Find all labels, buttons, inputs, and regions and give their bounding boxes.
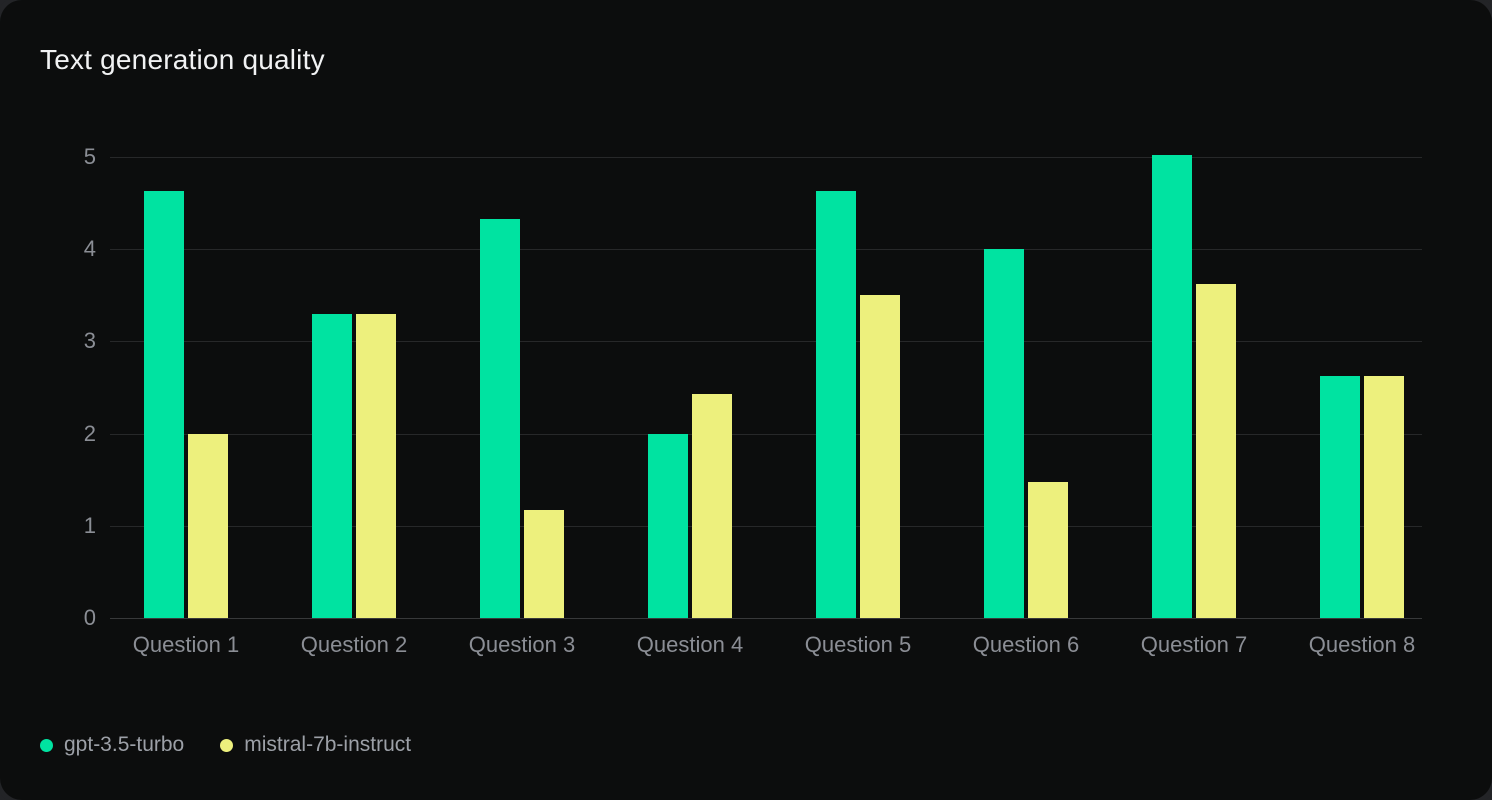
y-tick-label-2: 2 xyxy=(83,420,96,446)
bar-gpt-3.5-turbo-q5 xyxy=(816,191,856,618)
gridline-y3 xyxy=(110,341,1422,343)
x-tick-label-q8: Question 8 xyxy=(1308,632,1416,657)
bar-gpt-3.5-turbo-q4 xyxy=(648,433,688,618)
y-tick-label-3: 3 xyxy=(83,328,96,354)
bar-mistral-7b-instruct-q2 xyxy=(356,313,396,618)
bar-mistral-7b-instruct-q7 xyxy=(1196,284,1236,618)
y-tick-label-0: 0 xyxy=(83,605,96,630)
gridline-y2 xyxy=(110,433,1422,435)
legend-dot-icon xyxy=(40,738,53,752)
chart-legend: gpt-3.5-turbo mistral-7b-instruct xyxy=(40,733,411,757)
bar-gpt-3.5-turbo-q2 xyxy=(312,313,352,618)
legend-label: gpt-3.5-turbo xyxy=(64,733,185,756)
x-tick-label-q7: Question 7 xyxy=(1140,632,1248,657)
legend-label: mistral-7b-instruct xyxy=(244,733,412,756)
bar-mistral-7b-instruct-q3 xyxy=(524,510,564,618)
bar-mistral-7b-instruct-q4 xyxy=(692,393,732,618)
bar-gpt-3.5-turbo-q7 xyxy=(1152,155,1192,618)
x-axis-line xyxy=(110,618,1422,619)
bar-gpt-3.5-turbo-q1 xyxy=(144,191,184,618)
chart-title: Text generation quality xyxy=(40,44,325,75)
x-tick-label-q6: Question 6 xyxy=(972,632,1080,657)
legend-dot-icon xyxy=(220,738,234,752)
bar-mistral-7b-instruct-q6 xyxy=(1028,481,1068,618)
y-tick-label-4: 4 xyxy=(83,236,96,262)
legend-item-gpt-3.5-turbo[interactable]: gpt-3.5-turbo xyxy=(40,733,184,757)
x-tick-label-q4: Question 4 xyxy=(636,632,744,657)
y-tick-label-1: 1 xyxy=(83,512,96,538)
bar-gpt-3.5-turbo-q6 xyxy=(984,249,1024,618)
x-tick-label-q1: Question 1 xyxy=(132,632,240,657)
x-tick-label-q3: Question 3 xyxy=(468,632,576,657)
gridline-y1 xyxy=(110,525,1422,527)
bar-gpt-3.5-turbo-q8 xyxy=(1320,375,1360,618)
y-tick-label-5: 5 xyxy=(83,144,96,169)
gridline-y4 xyxy=(110,249,1422,251)
bar-mistral-7b-instruct-q8 xyxy=(1364,375,1404,618)
bar-mistral-7b-instruct-q1 xyxy=(188,433,228,618)
bar-gpt-3.5-turbo-q3 xyxy=(480,218,520,618)
gridline-y5 xyxy=(110,157,1422,158)
legend-item-mistral-7b-instruct[interactable]: mistral-7b-instruct xyxy=(220,733,411,757)
bar-mistral-7b-instruct-q5 xyxy=(860,295,900,618)
x-tick-label-q2: Question 2 xyxy=(300,632,408,657)
x-tick-label-q5: Question 5 xyxy=(804,632,912,657)
